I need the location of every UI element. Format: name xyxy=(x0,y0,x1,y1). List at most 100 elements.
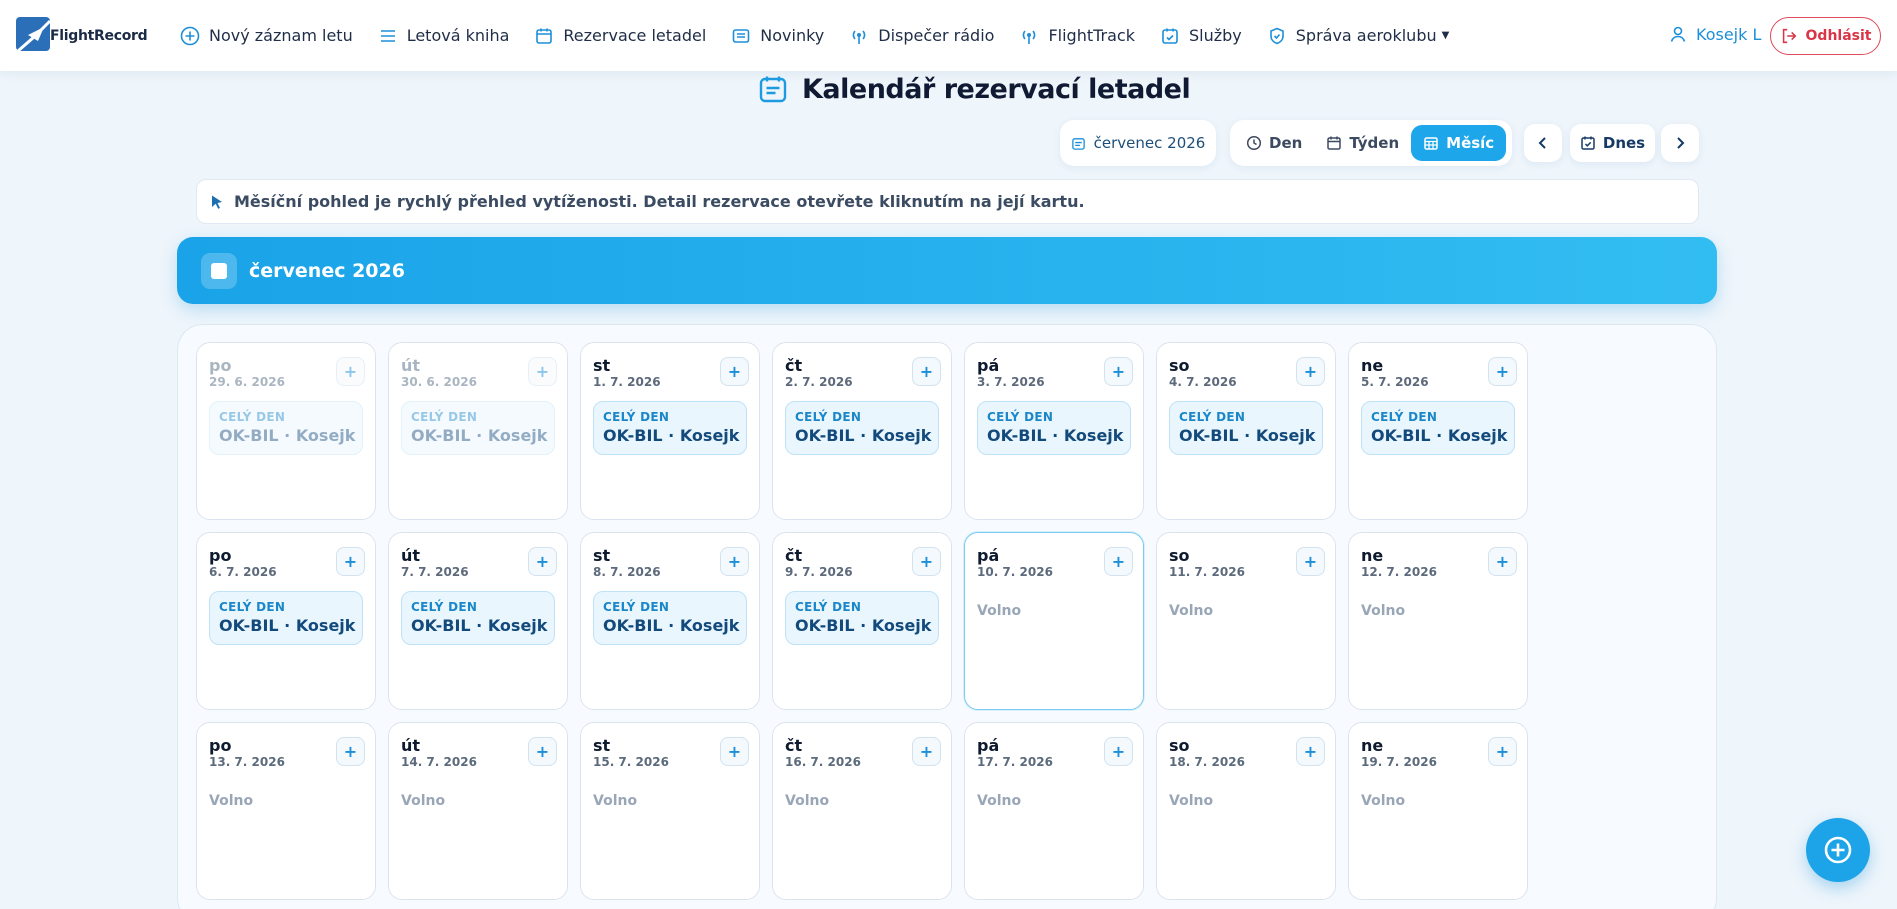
nav-reservations[interactable]: Rezervace letadel xyxy=(534,26,706,46)
calendar-day-cell[interactable]: st 15. 7. 2026 + Volno xyxy=(580,722,760,900)
add-reservation-button[interactable]: + xyxy=(912,547,941,576)
add-reservation-fab[interactable] xyxy=(1806,818,1870,882)
add-reservation-button[interactable]: + xyxy=(1488,737,1517,766)
day-date: 11. 7. 2026 xyxy=(1169,565,1245,579)
nav-news[interactable]: Novinky xyxy=(731,26,824,46)
day-date: 30. 6. 2026 xyxy=(401,375,477,389)
add-reservation-button[interactable]: + xyxy=(1296,547,1325,576)
page-title: Kalendář rezervací letadel xyxy=(758,72,1191,106)
calendar-day-cell[interactable]: út 30. 6. 2026 + CELÝ DEN OK-BIL · Kosejk L xyxy=(388,342,568,520)
add-reservation-button[interactable]: + xyxy=(336,357,365,386)
calendar-day-cell[interactable]: pá 10. 7. 2026 + Volno xyxy=(964,532,1144,710)
calendar-day-cell[interactable]: po 6. 7. 2026 + CELÝ DEN OK-BIL · Kosejk L xyxy=(196,532,376,710)
calendar-day-cell[interactable]: st 8. 7. 2026 + CELÝ DEN OK-BIL · Kosejk L xyxy=(580,532,760,710)
calendar-day-cell[interactable]: ne 12. 7. 2026 + Volno xyxy=(1348,532,1528,710)
free-label: Volno xyxy=(977,603,1022,619)
info-hint: Měsíční pohled je rychlý přehled vytížen… xyxy=(196,179,1699,224)
calendar-day-cell[interactable]: út 7. 7. 2026 + CELÝ DEN OK-BIL · Kosejk L xyxy=(388,532,568,710)
nav-new-flight[interactable]: Nový záznam letu xyxy=(180,26,353,46)
nav-dispatcher-radio[interactable]: Dispečer rádio xyxy=(849,26,994,46)
calendar-day-cell[interactable]: ne 19. 7. 2026 + Volno xyxy=(1348,722,1528,900)
reservation-card[interactable]: CELÝ DEN OK-BIL · Kosejk L xyxy=(785,401,939,455)
today-button[interactable]: Dnes xyxy=(1570,124,1655,162)
add-reservation-button[interactable]: + xyxy=(528,357,557,386)
nav-label: Letová kniha xyxy=(406,26,510,45)
reservation-time-label: CELÝ DEN xyxy=(411,600,478,614)
month-banner: červenec 2026 xyxy=(177,237,1717,304)
day-date: 14. 7. 2026 xyxy=(401,755,477,769)
reservation-card[interactable]: CELÝ DEN OK-BIL · Kosejk L xyxy=(593,591,747,645)
add-reservation-button[interactable]: + xyxy=(336,737,365,766)
day-date: 5. 7. 2026 xyxy=(1361,375,1429,389)
view-month-button[interactable]: Měsíc xyxy=(1411,125,1507,161)
add-reservation-button[interactable]: + xyxy=(720,547,749,576)
reservation-card[interactable]: CELÝ DEN OK-BIL · Kosejk L xyxy=(1169,401,1323,455)
next-month-button[interactable] xyxy=(1661,124,1699,162)
nav-label: Dispečer rádio xyxy=(878,26,995,45)
brand[interactable]: FlightRecord xyxy=(14,15,164,57)
reservation-card[interactable]: CELÝ DEN OK-BIL · Kosejk L xyxy=(593,401,747,455)
reservation-aircraft-pilot: OK-BIL · Kosejk L xyxy=(1179,426,1323,445)
reservation-card[interactable]: CELÝ DEN OK-BIL · Kosejk L xyxy=(1361,401,1515,455)
calendar-day-cell[interactable]: čt 9. 7. 2026 + CELÝ DEN OK-BIL · Kosejk L xyxy=(772,532,952,710)
reservation-aircraft-pilot: OK-BIL · Kosejk L xyxy=(795,616,939,635)
newspaper-icon xyxy=(732,28,750,43)
day-date: 19. 7. 2026 xyxy=(1361,755,1437,769)
user-menu[interactable]: Kosejk L xyxy=(1668,24,1761,44)
day-date: 8. 7. 2026 xyxy=(593,565,661,579)
reservation-card[interactable]: CELÝ DEN OK-BIL · Kosejk L xyxy=(977,401,1131,455)
calendar-text-icon xyxy=(759,76,787,103)
reservation-card[interactable]: CELÝ DEN OK-BIL · Kosejk L xyxy=(785,591,939,645)
nav-club-admin[interactable]: Správa aeroklubu ▼ xyxy=(1267,26,1449,46)
reservation-time-label: CELÝ DEN xyxy=(219,410,286,424)
shield-icon xyxy=(1269,27,1284,44)
calendar-day-cell[interactable]: so 4. 7. 2026 + CELÝ DEN OK-BIL · Kosejk L xyxy=(1156,342,1336,520)
add-reservation-button[interactable]: + xyxy=(1104,547,1133,576)
add-reservation-button[interactable]: + xyxy=(1104,737,1133,766)
reservation-card[interactable]: CELÝ DEN OK-BIL · Kosejk L xyxy=(209,401,363,455)
clock-icon xyxy=(1246,135,1262,151)
day-date: 16. 7. 2026 xyxy=(785,755,861,769)
calendar-day-cell[interactable]: pá 17. 7. 2026 + Volno xyxy=(964,722,1144,900)
add-reservation-button[interactable]: + xyxy=(720,357,749,386)
logout-button[interactable]: Odhlásit xyxy=(1770,17,1881,55)
add-reservation-button[interactable]: + xyxy=(1296,737,1325,766)
add-reservation-button[interactable]: + xyxy=(1104,357,1133,386)
add-reservation-button[interactable]: + xyxy=(336,547,365,576)
view-week-button[interactable]: Týden xyxy=(1314,125,1411,161)
add-reservation-button[interactable]: + xyxy=(1488,357,1517,386)
calendar-day-cell[interactable]: čt 2. 7. 2026 + CELÝ DEN OK-BIL · Kosejk L xyxy=(772,342,952,520)
add-reservation-button[interactable]: + xyxy=(528,547,557,576)
calendar-day-cell[interactable]: čt 16. 7. 2026 + Volno xyxy=(772,722,952,900)
add-reservation-button[interactable]: + xyxy=(528,737,557,766)
reservation-time-label: CELÝ DEN xyxy=(603,600,670,614)
calendar-day-cell[interactable]: ne 5. 7. 2026 + CELÝ DEN OK-BIL · Kosejk L xyxy=(1348,342,1528,520)
add-reservation-button[interactable]: + xyxy=(912,357,941,386)
reservation-card[interactable]: CELÝ DEN OK-BIL · Kosejk L xyxy=(401,401,555,455)
calendar-day-cell[interactable]: pá 3. 7. 2026 + CELÝ DEN OK-BIL · Kosejk L xyxy=(964,342,1144,520)
previous-month-button[interactable] xyxy=(1524,124,1562,162)
calendar-day-cell[interactable]: so 18. 7. 2026 + Volno xyxy=(1156,722,1336,900)
calendar-day-cell[interactable]: po 13. 7. 2026 + Volno xyxy=(196,722,376,900)
calendar-icon xyxy=(1071,137,1085,150)
calendar-day-cell[interactable]: so 11. 7. 2026 + Volno xyxy=(1156,532,1336,710)
add-reservation-button[interactable]: + xyxy=(1488,547,1517,576)
add-reservation-button[interactable]: + xyxy=(912,737,941,766)
month-banner-label: červenec 2026 xyxy=(249,259,405,282)
view-day-button[interactable]: Den xyxy=(1234,125,1314,161)
day-name: po xyxy=(209,356,232,375)
add-reservation-button[interactable]: + xyxy=(720,737,749,766)
calendar-day-cell[interactable]: st 1. 7. 2026 + CELÝ DEN OK-BIL · Kosejk L xyxy=(580,342,760,520)
reservation-time-label: CELÝ DEN xyxy=(219,600,286,614)
reservation-card[interactable]: CELÝ DEN OK-BIL · Kosejk L xyxy=(401,591,555,645)
reservation-card[interactable]: CELÝ DEN OK-BIL · Kosejk L xyxy=(209,591,363,645)
plus-circle-icon xyxy=(180,26,200,45)
day-date: 7. 7. 2026 xyxy=(401,565,469,579)
current-month-selector[interactable]: červenec 2026 xyxy=(1060,120,1216,166)
add-reservation-button[interactable]: + xyxy=(1296,357,1325,386)
nav-flighttrack[interactable]: FlightTrack xyxy=(1019,26,1135,46)
nav-services[interactable]: Služby xyxy=(1160,26,1242,46)
nav-logbook[interactable]: Letová kniha xyxy=(378,26,510,46)
calendar-day-cell[interactable]: po 29. 6. 2026 + CELÝ DEN OK-BIL · Kosejk L xyxy=(196,342,376,520)
calendar-day-cell[interactable]: út 14. 7. 2026 + Volno xyxy=(388,722,568,900)
